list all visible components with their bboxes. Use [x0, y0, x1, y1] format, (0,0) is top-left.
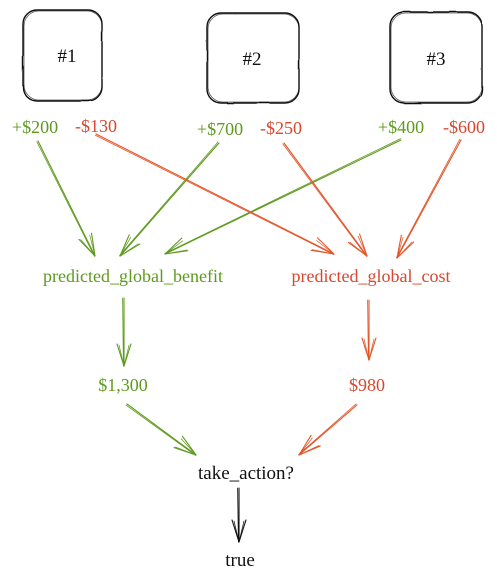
option-box-2: #2	[206, 12, 300, 104]
arrowhead-left-sketch	[233, 520, 240, 543]
arrowhead-left	[164, 237, 183, 255]
cost-total: $980	[349, 375, 385, 395]
box-3-label: #3	[427, 49, 446, 70]
arrowhead-left	[396, 234, 402, 259]
arrow-shaft-sketch	[367, 299, 369, 361]
arrowhead-right-sketch	[164, 249, 188, 255]
arrow-c1-to-cost	[94, 133, 335, 255]
arrow-shaft	[126, 403, 197, 456]
arrowhead-right	[359, 233, 368, 257]
arrow-shaft	[119, 142, 220, 257]
arrowhead-right	[316, 237, 335, 255]
arrowhead-left-sketch	[119, 236, 132, 257]
arrowhead-right-sketch	[180, 438, 197, 456]
arrow-shaft	[396, 139, 462, 259]
arrowhead-left-sketch	[311, 249, 335, 255]
arrowhead-right-sketch	[298, 445, 320, 456]
arrow-shaft-sketch	[282, 143, 367, 257]
box-1-label: #1	[58, 46, 77, 67]
arrow-shaft-sketch	[298, 403, 357, 455]
predicted-benefit-label: predicted_global_benefit	[43, 266, 223, 286]
arrow-shaft	[164, 139, 402, 255]
box-3-cost: -$600	[443, 117, 485, 137]
arrowhead-left-sketch	[164, 240, 183, 255]
arrow-shaft-sketch	[164, 138, 401, 254]
arrow-benefit-to-total	[116, 297, 132, 367]
box-3-benefit: +$400	[378, 117, 424, 137]
result-label: true	[225, 550, 255, 571]
arrow-shaft	[95, 133, 335, 255]
arrow-cost-to-total	[361, 299, 377, 361]
arrowhead-right-sketch	[357, 235, 368, 257]
arrowhead-right-sketch	[316, 240, 335, 255]
arrow-shaft-sketch	[122, 297, 124, 367]
arrowhead-right-sketch	[89, 234, 96, 257]
arrowhead-left-sketch	[118, 344, 125, 367]
arrow-b3-to-benefit	[164, 138, 402, 255]
arrow-benefit-total-to-decision	[125, 403, 197, 456]
arrow-b2-to-benefit	[119, 141, 220, 257]
arrowhead-left-sketch	[298, 437, 313, 456]
arrowhead-left	[298, 434, 312, 456]
box-2-label: #2	[243, 49, 262, 70]
arrowhead-left-sketch	[396, 236, 404, 259]
arrow-shaft-sketch	[36, 141, 95, 257]
arrow-b1-to-benefit	[36, 140, 96, 257]
arrow-c2-to-cost	[282, 142, 368, 257]
arrow-shaft	[298, 404, 358, 456]
arrowhead-right-sketch	[123, 344, 130, 367]
decision-label: take_action?	[198, 463, 294, 484]
box-2-benefit: +$700	[197, 119, 243, 139]
arrows	[36, 133, 462, 543]
arrowhead-left-sketch	[174, 446, 197, 456]
arrowhead-right-sketch	[368, 338, 375, 361]
arrow-cost-total-to-decision	[298, 403, 358, 456]
arrow-shaft-sketch	[125, 404, 197, 456]
arrowhead-right	[90, 232, 96, 257]
arrowhead-left-sketch	[363, 338, 370, 361]
benefit-total: $1,300	[98, 375, 148, 395]
arrowhead-left-sketch	[349, 241, 368, 257]
box-2-cost: -$250	[260, 118, 302, 138]
arrow-shaft-sketch	[119, 141, 219, 257]
arrow-decision-to-result	[231, 487, 247, 543]
arrow-shaft-sketch	[396, 138, 461, 259]
option-box-1: #1	[22, 9, 103, 102]
arrowhead-left	[119, 234, 130, 257]
arrowhead-right-sketch	[238, 520, 245, 543]
arrowhead-right-sketch	[396, 241, 413, 259]
arrow-c3-to-cost	[396, 138, 462, 259]
arrow-shaft-sketch	[94, 134, 335, 255]
arrow-shaft	[37, 140, 96, 257]
arrow-shaft	[283, 142, 368, 257]
predicted-cost-label: predicted_global_cost	[292, 266, 451, 286]
arrow-shaft-sketch	[237, 487, 239, 543]
arrowhead-left-sketch	[80, 239, 96, 257]
box-1-benefit: +$200	[12, 117, 58, 137]
arrowhead-right-sketch	[119, 243, 139, 257]
box-1-cost: -$130	[75, 116, 117, 136]
arrowhead-right	[181, 435, 197, 456]
option-box-3: #3	[389, 11, 483, 104]
